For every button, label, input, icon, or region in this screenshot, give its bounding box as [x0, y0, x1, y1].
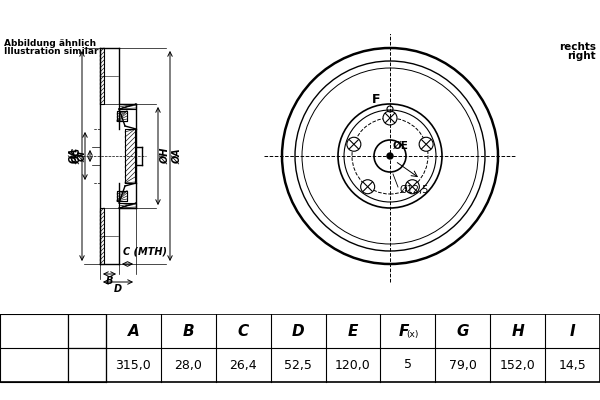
Circle shape	[419, 137, 433, 151]
Text: 315,0: 315,0	[116, 358, 151, 372]
Text: B: B	[106, 276, 113, 286]
Text: 24.0128-0199.1    428199: 24.0128-0199.1 428199	[150, 7, 450, 27]
Bar	[100, 208, 104, 264]
Text: 26,4: 26,4	[229, 358, 257, 372]
Text: C: C	[238, 324, 249, 338]
Bar	[117, 191, 127, 201]
Text: ØA: ØA	[69, 148, 79, 164]
Bar	[117, 111, 127, 121]
Text: I: I	[570, 324, 575, 338]
Text: ØH: ØH	[160, 148, 170, 164]
Circle shape	[361, 180, 374, 194]
Text: right: right	[568, 51, 596, 61]
Bar	[119, 203, 136, 208]
Text: 152,0: 152,0	[500, 358, 536, 372]
Text: E: E	[348, 324, 358, 338]
Text: 28,0: 28,0	[175, 358, 202, 372]
Bar	[125, 129, 135, 183]
Bar	[0, 314, 68, 382]
Text: C (MTH): C (MTH)	[123, 247, 167, 257]
Text: 52,5: 52,5	[284, 358, 312, 372]
Text: ØE: ØE	[393, 141, 409, 151]
Text: F: F	[371, 93, 380, 106]
Bar	[81, 321, 93, 329]
Text: ØG: ØG	[72, 148, 82, 164]
Circle shape	[383, 111, 397, 125]
Text: ØA: ØA	[172, 148, 182, 164]
Text: G: G	[457, 324, 469, 338]
Circle shape	[406, 180, 419, 194]
Bar	[117, 191, 127, 201]
Text: 79,0: 79,0	[449, 358, 477, 372]
Bar	[0, 314, 600, 382]
Text: 14,5: 14,5	[559, 358, 586, 372]
Text: D: D	[292, 324, 304, 338]
Bar	[117, 111, 127, 121]
Text: Abbildung ähnlich: Abbildung ähnlich	[4, 39, 96, 48]
Text: (x): (x)	[407, 330, 419, 340]
Circle shape	[347, 137, 361, 151]
Bar	[68, 314, 106, 348]
Text: Ø12,5: Ø12,5	[400, 185, 430, 195]
Circle shape	[32, 363, 36, 367]
Text: Illustration similar: Illustration similar	[4, 47, 98, 56]
Circle shape	[32, 329, 36, 333]
Bar	[119, 104, 136, 109]
Bar	[100, 48, 104, 104]
Text: rechts: rechts	[559, 42, 596, 52]
Circle shape	[80, 356, 86, 362]
Text: A: A	[128, 324, 139, 338]
Text: F: F	[399, 324, 409, 338]
Bar	[68, 348, 106, 382]
Circle shape	[387, 153, 393, 159]
Text: H: H	[511, 324, 524, 338]
Text: B: B	[182, 324, 194, 338]
Text: ØI: ØI	[78, 150, 87, 162]
Text: 120,0: 120,0	[335, 358, 371, 372]
Text: 5: 5	[404, 358, 412, 372]
Text: D: D	[114, 284, 122, 294]
